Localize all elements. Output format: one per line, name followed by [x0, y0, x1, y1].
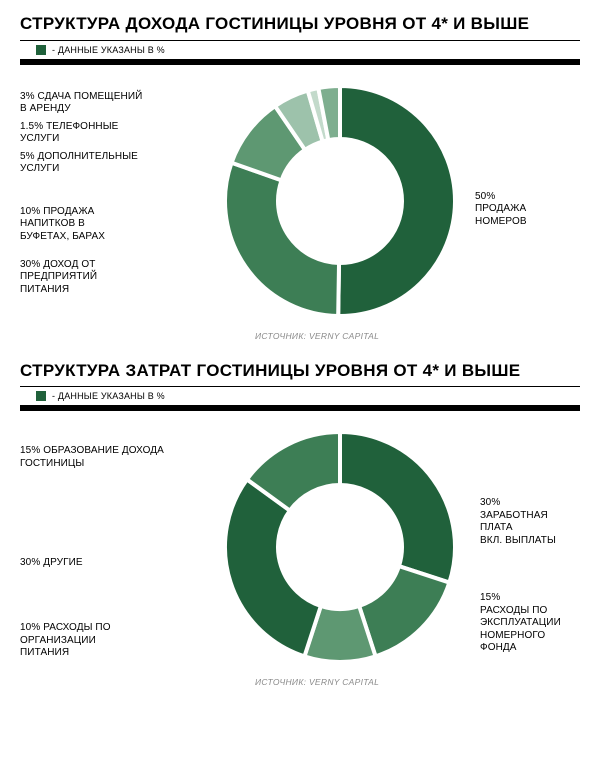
- slice-label-line: ЗАРАБОТНАЯ: [480, 510, 556, 523]
- donut-chart: [220, 427, 460, 672]
- chart-wrap: 50%ПРОДАЖАНОМЕРОВ 30% ДОХОД ОТПРЕДПРИЯТИЙ…: [20, 71, 580, 341]
- slice-label: 15% ОБРАЗОВАНИЕ ДОХОДАГОСТИНИЦЫ: [20, 445, 164, 470]
- slice-label-line: ПИТАНИЯ: [20, 647, 111, 660]
- slice-label-line: ЭКСПЛУАТАЦИИ: [480, 617, 580, 630]
- slice-label: 10% ПРОДАЖАНАПИТКОВ ВБУФЕТАХ, БАРАХ: [20, 206, 105, 244]
- slice-label-line: НОМЕРОВ: [475, 216, 527, 229]
- chart-title: СТРУКТУРА ДОХОДА ГОСТИНИЦЫ УРОВНЯ ОТ 4* …: [20, 14, 580, 34]
- legend-row: - ДАННЫЕ УКАЗАНЫ В %: [20, 40, 580, 59]
- source-text: ИСТОЧНИК: VERNY CAPITAL: [255, 677, 379, 687]
- slice-label-line: ПИТАНИЯ: [20, 284, 97, 297]
- slice-label: 5% ДОПОЛНИТЕЛЬНЫЕУСЛУГИ: [20, 151, 138, 176]
- donut-svg: [220, 427, 460, 667]
- donut-slice: [225, 479, 321, 656]
- slice-label-line: 3% СДАЧА ПОМЕЩЕНИЙ: [20, 91, 142, 104]
- slice-label-line: 5% ДОПОЛНИТЕЛЬНЫЕ: [20, 151, 138, 164]
- slice-label-line: 30% ДРУГИЕ: [20, 557, 83, 570]
- slice-label: 30% ДОХОД ОТПРЕДПРИЯТИЙПИТАНИЯ: [20, 259, 97, 297]
- slice-label: 10% РАСХОДЫ ПООРГАНИЗАЦИИПИТАНИЯ: [20, 622, 111, 660]
- slice-label: 3% СДАЧА ПОМЕЩЕНИЙВ АРЕНДУ: [20, 91, 142, 116]
- slice-label-line: 15%: [480, 592, 580, 605]
- slice-label: 50%ПРОДАЖАНОМЕРОВ: [475, 191, 527, 229]
- slice-label: 1.5% ТЕЛЕФОННЫЕУСЛУГИ: [20, 121, 118, 146]
- slice-label-line: В АРЕНДУ: [20, 103, 142, 116]
- slice-label: 30%ЗАРАБОТНАЯПЛАТАВКЛ. ВЫПЛАТЫ: [480, 497, 556, 547]
- divider-bar: [20, 59, 580, 65]
- slice-label-line: 30% ДОХОД ОТ: [20, 259, 97, 272]
- legend-text: - ДАННЫЕ УКАЗАНЫ В %: [52, 45, 165, 55]
- donut-svg: [220, 81, 460, 321]
- chart-wrap: 30%ЗАРАБОТНАЯПЛАТАВКЛ. ВЫПЛАТЫ 15%РАСХОДЫ…: [20, 417, 580, 687]
- donut-slice: [340, 432, 455, 583]
- slice-label-line: ПЛАТА: [480, 522, 556, 535]
- slice-label-line: 10% ПРОДАЖА: [20, 206, 105, 219]
- legend-swatch: [36, 45, 46, 55]
- donut-slice: [338, 86, 455, 316]
- donut-chart: [220, 81, 460, 326]
- donut-slice: [225, 162, 339, 315]
- slice-label-line: ПРОДАЖА: [475, 203, 527, 216]
- slice-label-line: 10% РАСХОДЫ ПО: [20, 622, 111, 635]
- slice-label-line: 50%: [475, 191, 527, 204]
- slice-label-line: РАСХОДЫ ПО: [480, 605, 580, 618]
- legend-text: - ДАННЫЕ УКАЗАНЫ В %: [52, 391, 165, 401]
- legend-row: - ДАННЫЕ УКАЗАНЫ В %: [20, 386, 580, 405]
- slice-label-line: НАПИТКОВ В: [20, 218, 105, 231]
- slice-label-line: БУФЕТАХ, БАРАХ: [20, 231, 105, 244]
- slice-label-line: 1.5% ТЕЛЕФОННЫЕ: [20, 121, 118, 134]
- chart-title: СТРУКТУРА ЗАТРАТ ГОСТИНИЦЫ УРОВНЯ ОТ 4* …: [20, 361, 580, 381]
- source-text: ИСТОЧНИК: VERNY CAPITAL: [255, 331, 379, 341]
- slice-label-line: ПРЕДПРИЯТИЙ: [20, 271, 97, 284]
- slice-label-line: 30%: [480, 497, 556, 510]
- slice-label-line: ВКЛ. ВЫПЛАТЫ: [480, 535, 556, 548]
- slice-label-line: ГОСТИНИЦЫ: [20, 458, 164, 471]
- chart-section: СТРУКТУРА ДОХОДА ГОСТИНИЦЫ УРОВНЯ ОТ 4* …: [20, 14, 580, 341]
- slice-label-line: 15% ОБРАЗОВАНИЕ ДОХОДА: [20, 445, 164, 458]
- chart-section: СТРУКТУРА ЗАТРАТ ГОСТИНИЦЫ УРОВНЯ ОТ 4* …: [20, 361, 580, 688]
- slice-label-line: УСЛУГИ: [20, 133, 118, 146]
- slice-label-line: НОМЕРНОГО ФОНДА: [480, 630, 580, 655]
- slice-label-line: ОРГАНИЗАЦИИ: [20, 635, 111, 648]
- slice-label: 15%РАСХОДЫ ПОЭКСПЛУАТАЦИИНОМЕРНОГО ФОНДА: [480, 592, 580, 655]
- slice-label-line: УСЛУГИ: [20, 163, 138, 176]
- slice-label: 30% ДРУГИЕ: [20, 557, 83, 570]
- legend-swatch: [36, 391, 46, 401]
- divider-bar: [20, 405, 580, 411]
